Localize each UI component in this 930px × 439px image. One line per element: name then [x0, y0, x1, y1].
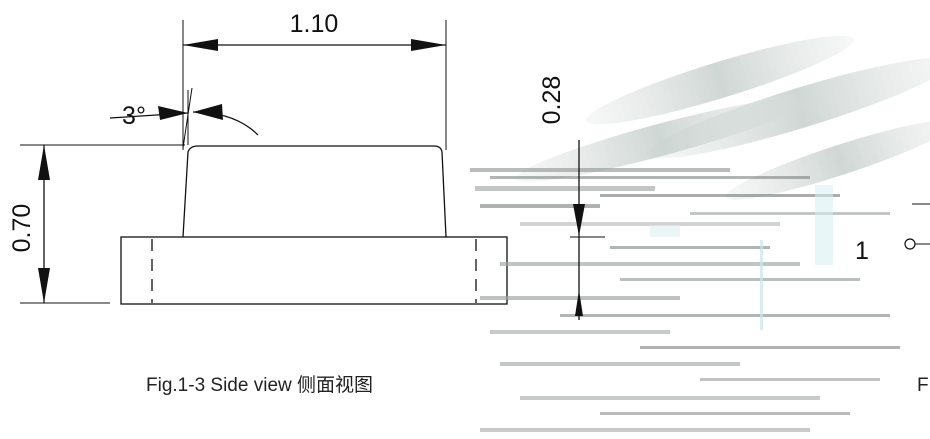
angle-arrow-right — [193, 104, 223, 120]
angle-arc — [192, 111, 259, 136]
pin-label: 1 — [855, 237, 869, 265]
right-view-caption: F — [917, 375, 929, 396]
pin-marker: 1 — [855, 203, 930, 265]
thickness-arrow-up — [575, 290, 583, 316]
angle-dimension: 3° — [109, 87, 259, 149]
pin-circle-icon — [904, 238, 916, 250]
angle-arrow-left — [158, 106, 188, 120]
height-arrow-bottom — [38, 268, 50, 303]
component-base — [120, 236, 508, 305]
thickness-arrow-down — [573, 204, 585, 236]
thickness-dim-label: 0.28 — [538, 76, 566, 125]
height-arrow-top — [38, 145, 50, 180]
width-arrow-left — [183, 39, 218, 51]
width-dim-label: 1.10 — [290, 10, 339, 38]
side-view-drawing: 1.10 0.70 3° Fig.1-3 Side view 侧 — [8, 10, 508, 396]
angle-tapered-ref — [182, 87, 193, 149]
height-dim-label: 0.70 — [8, 204, 36, 253]
component-top-profile — [182, 145, 447, 238]
right-view-drawing: 0.28 1 F — [470, 35, 930, 432]
height-dimension: 0.70 — [8, 144, 185, 304]
render-artifact-stripes — [515, 35, 930, 200]
width-dimension: 1.10 — [182, 10, 447, 150]
side-view-caption: Fig.1-3 Side view 侧面视图 — [146, 374, 373, 396]
width-arrow-right — [411, 39, 446, 51]
angle-dim-label: 3° — [122, 102, 146, 130]
render-artifact-streaks — [470, 168, 900, 432]
thickness-dimension: 0.28 — [538, 76, 605, 320]
